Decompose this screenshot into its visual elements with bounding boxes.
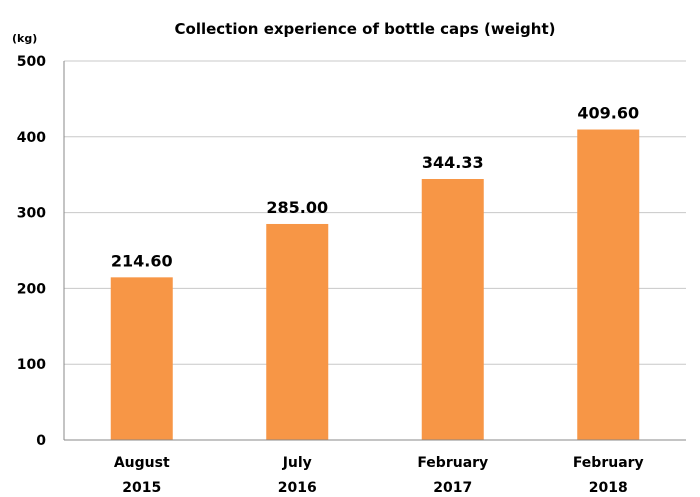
bars [110,129,640,440]
bar [266,223,329,440]
bar [577,129,640,440]
x-axis-ticks: August 2015 July 2016 February 2017 February 20… [114,455,644,496]
x-tick-label: February [417,455,488,471]
bar [421,178,484,440]
y-axis-ticks: 0 100 200 300 400 500 [17,54,46,449]
data-label: 285.00 [266,198,328,217]
data-label: 409.60 [577,104,639,123]
data-label: 214.60 [111,251,173,270]
y-unit-label: (kg) [12,32,37,45]
y-tick-label: 400 [17,130,46,146]
x-tick-label: 2015 [122,480,161,496]
data-labels: 214.60 285.00 344.33 409.60 [111,104,639,271]
chart-title: Collection experience of bottle caps (we… [175,20,556,38]
x-tick-label: August [114,455,170,471]
x-tick-label: 2017 [433,480,472,496]
bar [110,277,173,440]
y-tick-label: 0 [36,433,46,449]
x-tick-label: 2016 [278,480,317,496]
y-tick-label: 100 [17,357,46,373]
y-tick-label: 500 [17,54,46,70]
x-tick-label: February [573,455,644,471]
y-tick-label: 200 [17,281,46,297]
data-label: 344.33 [422,153,484,172]
y-tick-label: 300 [17,206,46,222]
x-tick-label: 2018 [589,480,628,496]
x-tick-label: July [282,455,312,471]
